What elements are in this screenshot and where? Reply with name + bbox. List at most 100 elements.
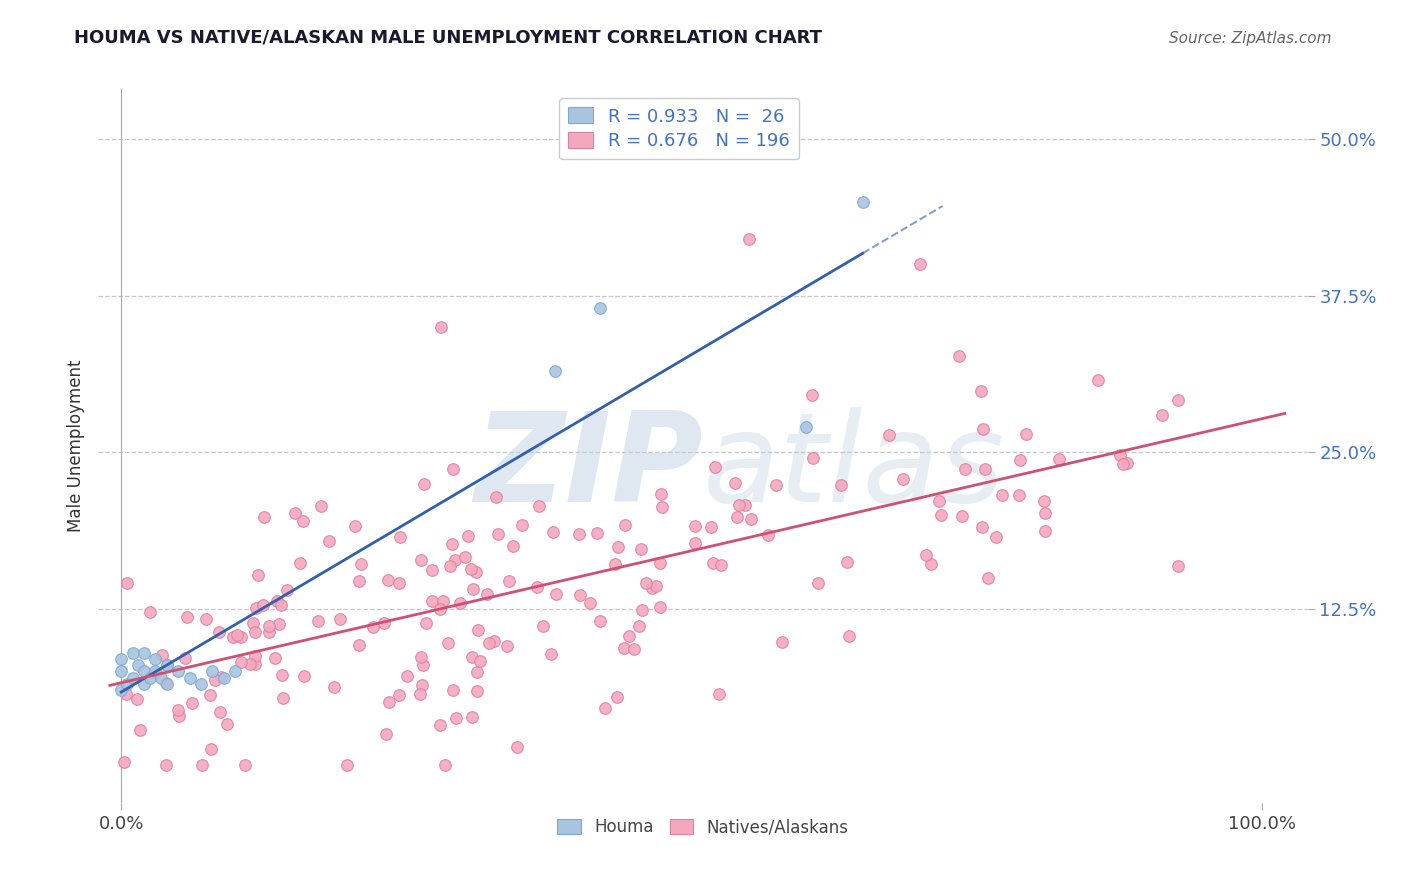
Point	[986, 530, 1008, 544]
Point	[243, 657, 266, 671]
Point	[145, 666, 167, 681]
Point	[167, 665, 190, 679]
Point	[190, 677, 212, 691]
Point	[920, 557, 942, 571]
Point	[121, 646, 143, 660]
Point	[307, 614, 329, 628]
Point	[246, 568, 269, 582]
Point	[568, 526, 591, 541]
Point	[460, 562, 482, 576]
Y-axis label: Male Unemployment: Male Unemployment	[66, 359, 84, 533]
Point	[139, 605, 162, 619]
Point	[891, 472, 914, 486]
Point	[167, 703, 190, 717]
Point	[1167, 392, 1189, 407]
Point	[683, 536, 706, 550]
Point	[1152, 409, 1174, 423]
Point	[475, 587, 498, 601]
Point	[433, 758, 456, 772]
Point	[449, 596, 471, 610]
Point	[239, 657, 262, 672]
Point	[526, 580, 548, 594]
Point	[1008, 452, 1031, 467]
Point	[457, 529, 479, 543]
Point	[179, 671, 201, 685]
Point	[429, 718, 451, 732]
Point	[292, 669, 315, 683]
Point	[830, 478, 852, 492]
Point	[606, 540, 628, 554]
Point	[132, 646, 155, 660]
Point	[198, 688, 221, 702]
Point	[444, 553, 467, 567]
Point	[395, 668, 418, 682]
Point	[429, 602, 451, 616]
Point	[801, 451, 824, 466]
Point	[411, 678, 433, 692]
Point	[651, 500, 673, 515]
Point	[441, 461, 464, 475]
Text: atlas: atlas	[703, 407, 1005, 528]
Point	[411, 649, 433, 664]
Point	[634, 575, 657, 590]
Point	[156, 658, 179, 673]
Point	[506, 739, 529, 754]
Point	[195, 612, 218, 626]
Point	[224, 665, 246, 679]
Point	[139, 671, 162, 685]
Point	[485, 490, 508, 504]
Point	[318, 534, 340, 549]
Point	[389, 530, 412, 544]
Point	[593, 701, 616, 715]
Point	[465, 565, 488, 579]
Point	[700, 519, 723, 533]
Point	[544, 364, 567, 378]
Point	[928, 494, 950, 508]
Point	[429, 320, 451, 334]
Point	[852, 194, 875, 209]
Point	[589, 301, 612, 316]
Point	[617, 629, 640, 643]
Point	[110, 665, 132, 679]
Point	[173, 651, 195, 665]
Point	[110, 683, 132, 698]
Point	[648, 556, 671, 570]
Point	[343, 519, 366, 533]
Point	[1116, 456, 1139, 470]
Point	[125, 692, 148, 706]
Point	[388, 688, 411, 702]
Point	[974, 462, 997, 476]
Point	[465, 683, 488, 698]
Point	[540, 647, 562, 661]
Legend: Houma, Natives/Alaskans: Houma, Natives/Alaskans	[548, 810, 858, 845]
Point	[270, 599, 292, 613]
Point	[110, 652, 132, 666]
Point	[347, 638, 370, 652]
Text: Source: ZipAtlas.com: Source: ZipAtlas.com	[1170, 31, 1331, 46]
Point	[929, 508, 952, 523]
Point	[838, 629, 860, 643]
Point	[734, 499, 756, 513]
Point	[586, 526, 609, 541]
Point	[950, 509, 973, 524]
Point	[209, 706, 232, 720]
Point	[288, 556, 311, 570]
Point	[441, 537, 464, 551]
Point	[229, 630, 252, 644]
Point	[413, 476, 436, 491]
Point	[201, 665, 224, 679]
Point	[627, 619, 650, 633]
Point	[953, 462, 976, 476]
Point	[253, 510, 276, 524]
Point	[807, 576, 830, 591]
Point	[156, 658, 179, 673]
Point	[794, 420, 817, 434]
Point	[756, 528, 779, 542]
Point	[1035, 507, 1057, 521]
Point	[970, 384, 993, 398]
Point	[461, 710, 484, 724]
Point	[145, 665, 167, 679]
Point	[641, 581, 664, 595]
Point	[235, 758, 257, 772]
Point	[245, 600, 267, 615]
